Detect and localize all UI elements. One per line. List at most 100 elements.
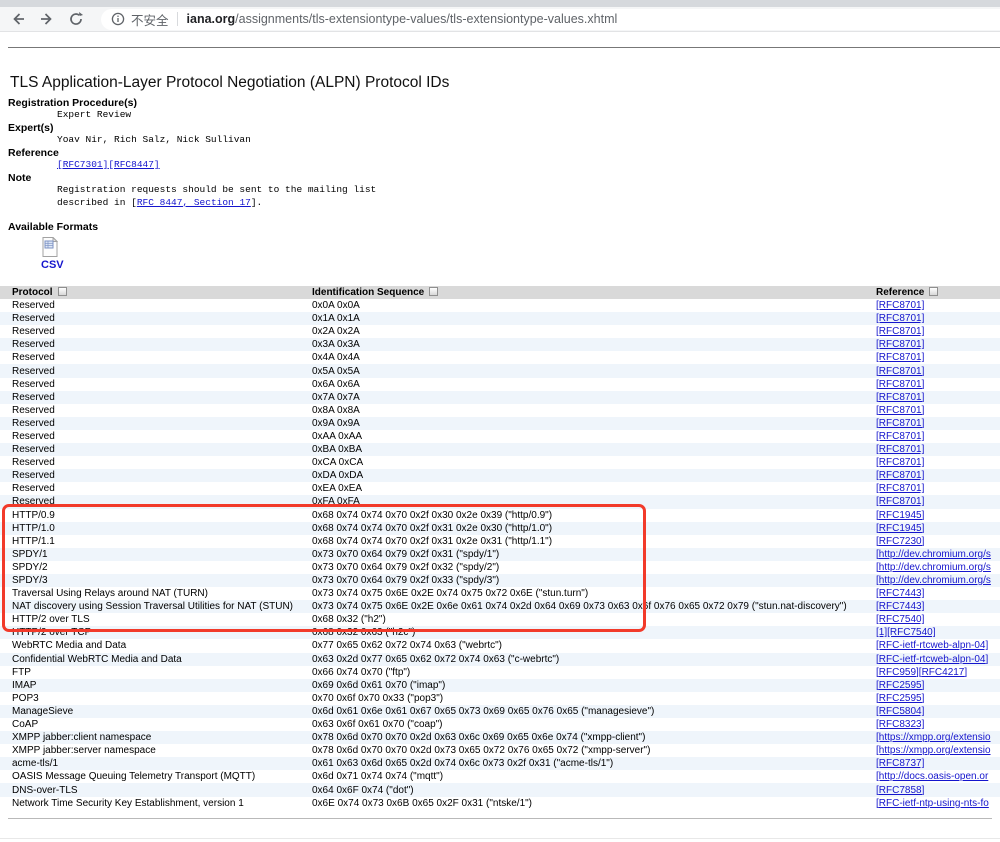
reference-link[interactable]: [RFC8701] [876,430,925,442]
cell-sequence: 0x8A 0x8A [312,404,360,416]
cell-protocol: SPDY/2 [12,561,48,573]
reference-link[interactable]: [http://dev.chromium.org/s [876,548,991,560]
reference-link[interactable]: [RFC8701] [876,326,925,338]
cell-protocol: HTTP/1.0 [12,522,55,534]
top-divider [8,47,1000,48]
note-line-2-suffix: ]. [250,196,263,208]
reference-link[interactable]: [RFC7443] [876,588,925,600]
sort-icon[interactable] [57,287,67,296]
reference-link[interactable]: [https://xmpp.org/extensio [876,745,991,757]
reference-link[interactable]: [RFC8701] [876,404,925,416]
cell-sequence: 0x64 0x6F 0x74 ("dot") [312,784,414,796]
rfc-section-link[interactable]: RFC 8447, Section 17 [136,196,251,208]
reload-icon[interactable] [68,11,84,27]
reference-link[interactable]: [RFC8701] [876,378,925,390]
reference-link[interactable]: [1] [876,627,888,639]
reference-link[interactable]: [RFC1945] [876,522,925,534]
cell-protocol: Reserved [12,444,55,456]
cell-sequence: 0x2A 0x2A [312,326,360,338]
reference-link[interactable]: [RFC7540] [887,627,936,639]
back-icon[interactable] [10,11,26,27]
column-header-label: Reference [876,287,925,298]
reference-link[interactable]: [http://docs.oasis-open.or [876,771,989,783]
cell-protocol: NAT discovery using Session Traversal Ut… [12,601,294,613]
security-status-label[interactable]: 不安全 [131,13,169,28]
reference-link[interactable]: [https://xmpp.org/extensio [876,732,991,744]
reference-link[interactable]: [RFC8701] [876,470,925,482]
reference-link[interactable]: [RFC-ietf-rtcweb-alpn-04] [876,653,989,665]
cell-reference: [RFC8701] [864,443,1000,456]
table-row: Reserved 0x4A 0x4A [RFC8701] [0,351,1000,364]
cell-protocol: XMPP jabber:server namespace [12,745,156,757]
forward-icon[interactable] [39,11,55,27]
reference-link[interactable]: [RFC8323] [876,719,925,731]
reference-link[interactable]: [RFC8701] [876,444,925,456]
reference-link[interactable]: [RFC8701] [876,365,925,377]
reference-link[interactable]: [RFC8701] [876,417,925,429]
cell-reference: [RFC7443] [864,600,1000,613]
cell-protocol: Reserved [12,483,55,495]
table-row: Confidential WebRTC Media and Data 0x63 … [0,652,1000,666]
cell-sequence: 0x4A 0x4A [312,352,360,364]
reference-link[interactable]: [RFC-ietf-rtcweb-alpn-04] [876,640,989,652]
table-row: SPDY/2 0x73 0x70 0x64 0x79 0x2f 0x32 ("s… [0,561,1000,574]
address-bar[interactable]: 不安全 iana.org/assignments/tls-extensionty… [101,8,1000,30]
table-row: Reserved 0x6A 0x6A [RFC8701] [0,378,1000,391]
reference-link[interactable]: [RFC8737] [876,758,925,770]
reference-link[interactable]: [RFC1945] [876,509,925,521]
cell-reference: [RFC2595] [864,679,1000,692]
cell-sequence: 0xFA 0xFA [312,496,360,508]
cell-protocol: HTTP/2 over TCP [12,627,92,639]
csv-download-link[interactable]: CSV [41,259,64,271]
reference-link[interactable]: [RFC2595] [876,679,925,691]
reference-link[interactable]: [RFC8701] [876,496,925,508]
reference-link[interactable]: [RFC8701] [876,457,925,469]
cell-reference: [RFC7443] [864,587,1000,600]
table-row: NAT discovery using Session Traversal Ut… [0,600,1000,614]
reference-link[interactable]: [RFC8701] [876,300,925,312]
info-icon[interactable] [111,12,125,26]
column-header-label: Protocol [12,287,53,298]
sort-icon[interactable] [429,287,439,296]
reference-link[interactable]: [RFC8701] [876,339,925,351]
sort-icon[interactable] [929,287,939,296]
reference-link[interactable]: [RFC8701] [876,391,925,403]
cell-reference: [RFC-ietf-rtcweb-alpn-04] [864,653,1000,666]
reference-link[interactable]: [RFC959] [876,666,919,678]
reference-link[interactable]: [http://dev.chromium.org/s [876,575,991,587]
registry-metadata: Registration Procedure(s) Expert Review … [8,97,376,209]
table-row: Reserved 0x5A 0x5A [RFC8701] [0,364,1000,378]
reference-link[interactable]: [RFC5804] [876,705,925,717]
cell-reference: [RFC1945] [864,522,1000,535]
table-header-row: Protocol Identification Sequence Referen… [0,286,1000,299]
reference-link[interactable]: [RFC8447] [108,159,160,171]
available-formats: Available Formats CSV [8,221,98,271]
reference-link[interactable]: [RFC-ietf-ntp-using-nts-fo [876,797,989,809]
reference-link[interactable]: [RFC8701] [876,313,925,325]
reference-link[interactable]: [RFC8701] [876,483,925,495]
cell-sequence: 0xDA 0xDA [312,470,364,482]
cell-protocol: IMAP [12,679,37,691]
cell-sequence: 0x7A 0x7A [312,391,360,403]
reference-link[interactable]: [RFC7230] [876,535,925,547]
cell-reference: [RFC-ietf-rtcweb-alpn-04] [864,639,1000,652]
reference-link[interactable]: [RFC7858] [876,784,925,796]
reference-link[interactable]: [RFC7443] [876,601,925,613]
cell-reference: [RFC7230] [864,535,1000,548]
csv-file-icon[interactable] [42,237,58,257]
table-row: XMPP jabber:client namespace 0x78 0x6d 0… [0,731,1000,745]
table-row: HTTP/1.0 0x68 0x74 0x74 0x70 0x2f 0x31 0… [0,521,1000,535]
cell-reference: [RFC8701] [864,338,1000,351]
cell-sequence: 0x63 0x6f 0x61 0x70 ("coap") [312,719,443,731]
note-label: Note [8,171,32,184]
note-line-2: described in [RFC 8447, Section 17]. [8,197,376,209]
reference-link[interactable]: [RFC7540] [876,614,925,626]
reference-link[interactable]: [http://dev.chromium.org/s [876,561,991,573]
reference-link[interactable]: [RFC2595] [876,692,925,704]
cell-protocol: Reserved [12,404,55,416]
reference-link[interactable]: [RFC7301] [57,159,109,171]
cell-reference: [RFC2595] [864,692,1000,705]
reference-link[interactable]: [RFC4217] [918,666,968,678]
reference-link[interactable]: [RFC8701] [876,352,925,364]
page-title: TLS Application-Layer Protocol Negotiati… [10,74,450,92]
